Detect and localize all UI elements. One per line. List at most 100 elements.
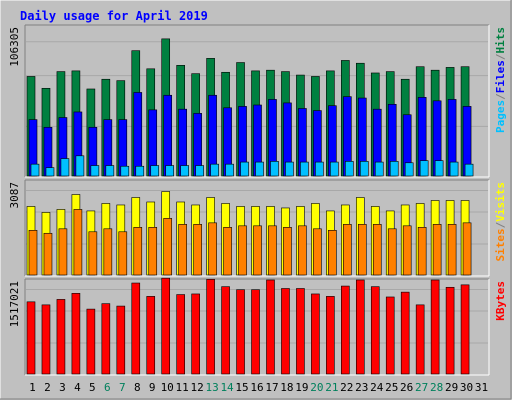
chart-title: Daily usage for April 2019 [20, 9, 208, 23]
bar-pages-25 [389, 161, 399, 177]
day-label-6: 6 [104, 381, 111, 394]
day-label-23: 23 [355, 381, 368, 394]
bar-sites-25 [387, 228, 397, 276]
bar-pages-13 [210, 163, 219, 177]
bar-kbytes-28 [430, 279, 440, 375]
bar-pages-11 [180, 165, 189, 177]
bar-kbytes-18 [281, 288, 290, 375]
day-label-3: 3 [59, 381, 66, 394]
day-label-24: 24 [370, 381, 384, 394]
bar-pages-8 [135, 165, 145, 177]
bar-pages-5 [90, 165, 100, 177]
bar-kbytes-10 [161, 277, 171, 375]
bar-sites-30 [462, 222, 472, 276]
bar-kbytes-21 [326, 296, 335, 375]
day-label-5: 5 [89, 381, 96, 394]
bar-kbytes-14 [221, 286, 230, 375]
legend-entry: KBytes [494, 281, 507, 321]
bar-pages-21 [330, 161, 339, 177]
legend-kbytes: KBytes [494, 281, 507, 321]
bar-kbytes-6 [101, 303, 111, 375]
bar-sites-12 [193, 224, 202, 276]
day-label-17: 17 [265, 381, 278, 394]
bar-sites-5 [88, 231, 98, 276]
bar-files-8 [133, 92, 143, 177]
day-label-2: 2 [44, 381, 51, 394]
bar-pages-24 [374, 161, 384, 177]
bar-kbytes-26 [400, 291, 410, 375]
legend-entry: Visits [494, 182, 507, 222]
day-label-29: 29 [445, 381, 458, 394]
bar-sites-23 [357, 224, 367, 276]
legend-entry: Hits [494, 27, 507, 54]
day-label-1: 1 [29, 381, 36, 394]
bar-pages-17 [270, 161, 279, 177]
bar-kbytes-13 [206, 279, 215, 375]
bar-pages-22 [345, 161, 354, 177]
bar-kbytes-11 [176, 294, 185, 375]
bar-sites-27 [417, 227, 427, 276]
legend-entry: / [494, 53, 507, 60]
bar-pages-2 [45, 167, 55, 177]
bar-kbytes-23 [355, 279, 365, 375]
day-label-8: 8 [134, 381, 141, 394]
day-label-12: 12 [191, 381, 204, 394]
bar-pages-7 [120, 165, 130, 177]
bar-pages-23 [359, 161, 369, 177]
legend-entry: Pages [494, 100, 507, 133]
bar-sites-2 [43, 232, 53, 276]
series-kbytes [26, 277, 470, 375]
bar-pages-20 [315, 161, 324, 177]
day-label-25: 25 [385, 381, 398, 394]
day-label-4: 4 [74, 381, 81, 394]
day-label-7: 7 [119, 381, 126, 394]
day-label-28: 28 [430, 381, 443, 394]
day-label-11: 11 [176, 381, 189, 394]
bar-kbytes-24 [370, 286, 380, 375]
bar-pages-15 [240, 161, 249, 177]
legend-entry: Files [494, 60, 507, 93]
bar-pages-3 [60, 158, 70, 177]
bar-pages-1 [30, 163, 40, 177]
bar-pages-14 [225, 163, 234, 177]
bar-sites-8 [133, 227, 143, 276]
bar-sites-22 [343, 224, 352, 276]
y-max-label: 3087 [8, 182, 21, 209]
day-label-21: 21 [325, 381, 338, 394]
bar-kbytes-17 [266, 279, 275, 375]
day-label-16: 16 [250, 381, 263, 394]
bar-sites-24 [372, 224, 382, 276]
series-sites [28, 209, 472, 276]
day-label-22: 22 [340, 381, 353, 394]
bar-sites-19 [298, 225, 307, 276]
bar-pages-29 [449, 161, 459, 177]
bar-kbytes-4 [71, 293, 81, 375]
bar-kbytes-25 [385, 296, 395, 375]
bar-sites-21 [328, 229, 337, 276]
bar-kbytes-22 [341, 285, 350, 375]
bar-kbytes-27 [415, 304, 425, 375]
bar-kbytes-8 [131, 282, 141, 375]
bar-pages-28 [434, 160, 444, 177]
bar-pages-4 [75, 155, 85, 177]
day-label-31: 31 [475, 381, 488, 394]
bar-kbytes-2 [41, 304, 51, 375]
day-label-18: 18 [280, 381, 293, 394]
bar-kbytes-29 [445, 286, 455, 375]
bar-kbytes-12 [191, 293, 200, 375]
bar-pages-30 [464, 163, 474, 177]
bar-sites-10 [163, 218, 173, 276]
bar-files-10 [163, 94, 173, 177]
legend-entry: / [494, 93, 507, 100]
panel-visits-sites: 3087 Sites/Visits [8, 179, 507, 277]
bar-pages-18 [285, 161, 294, 177]
bar-pages-27 [419, 160, 429, 177]
bar-sites-9 [148, 227, 158, 276]
bar-sites-16 [253, 225, 262, 276]
bar-sites-4 [73, 209, 83, 276]
legend-entry: Sites [494, 228, 507, 261]
bar-sites-3 [58, 228, 68, 276]
bar-kbytes-30 [460, 284, 470, 375]
